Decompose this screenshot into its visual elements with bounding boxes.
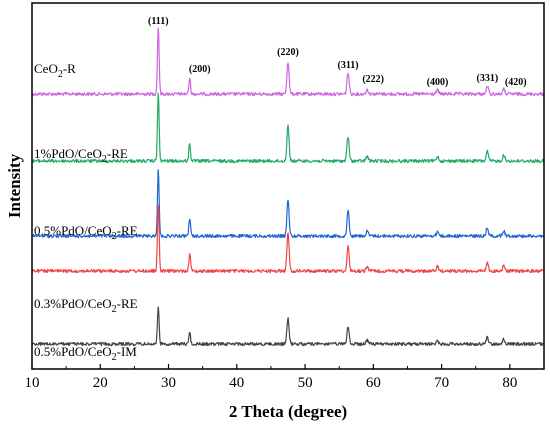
x-tick-label: 20: [93, 375, 108, 391]
x-tick-label: 50: [298, 375, 313, 391]
series-label-main: 0.5%PdO/CeO: [34, 344, 112, 359]
series-label-sub: 2: [102, 154, 107, 165]
series-label-sub: 2: [112, 352, 117, 363]
peak-labels: (111) (200) (220) (311)(222) (400) (331) (420): [148, 16, 527, 88]
series-label-sub: 2: [112, 231, 117, 242]
series-label: 0.5%PdO/CeO2-IM: [34, 344, 137, 363]
series-label-sub: 2: [58, 69, 63, 80]
peak-label: (420): [505, 77, 527, 88]
peak-label: (311): [338, 60, 359, 71]
x-tick-label: 80: [502, 375, 517, 391]
series-line-2: [31, 169, 544, 239]
series-label-tail: -RE: [117, 296, 138, 311]
peak-label: (111): [148, 16, 169, 27]
peak-label: (200): [189, 64, 211, 75]
peak-label: (331): [477, 73, 499, 84]
series-label-main: 0.3%PdO/CeO: [34, 296, 112, 311]
series-layer: [31, 27, 545, 347]
series-label-tail: -RE: [117, 223, 138, 238]
x-axis-ticks: 10 20 30 40 50 60 70 80: [25, 364, 517, 391]
series-line-1: [31, 204, 544, 274]
series-label-sub: 2: [112, 304, 117, 315]
plot-frame: [31, 2, 545, 370]
series-label-main: 1%PdO/CeO: [34, 146, 102, 161]
series-label-main: CeO: [34, 61, 58, 76]
peak-label: (220): [277, 47, 299, 58]
series-label-tail: -IM: [117, 344, 138, 359]
x-axis-title: 2 Theta (degree): [229, 402, 347, 421]
series-label-tail: -R: [63, 61, 76, 76]
series-label: 0.3%PdO/CeO2-RE: [34, 296, 138, 315]
series-labels: CeO2-R1%PdO/CeO2-RE0.5%PdO/CeO2-RE0.3%Pd…: [34, 61, 138, 363]
x-tick-label: 10: [25, 375, 40, 391]
x-tick-label: 70: [434, 375, 449, 391]
series-label-tail: -RE: [107, 146, 128, 161]
series-line-0: [31, 306, 545, 347]
series-label: 1%PdO/CeO2-RE: [34, 146, 128, 165]
peak-label: (222): [362, 74, 384, 85]
series-label-main: 0.5%PdO/CeO: [34, 223, 112, 238]
x-tick-label: 30: [161, 375, 176, 391]
x-tick-label: 60: [366, 375, 381, 391]
peak-label: (400): [427, 77, 449, 88]
series-label: CeO2-R: [34, 61, 76, 80]
y-axis-title: Intensity: [5, 153, 24, 218]
series-label: 0.5%PdO/CeO2-RE: [34, 223, 138, 242]
series-line-4: [31, 27, 545, 97]
x-tick-label: 40: [229, 375, 244, 391]
series-line-3: [31, 92, 545, 164]
